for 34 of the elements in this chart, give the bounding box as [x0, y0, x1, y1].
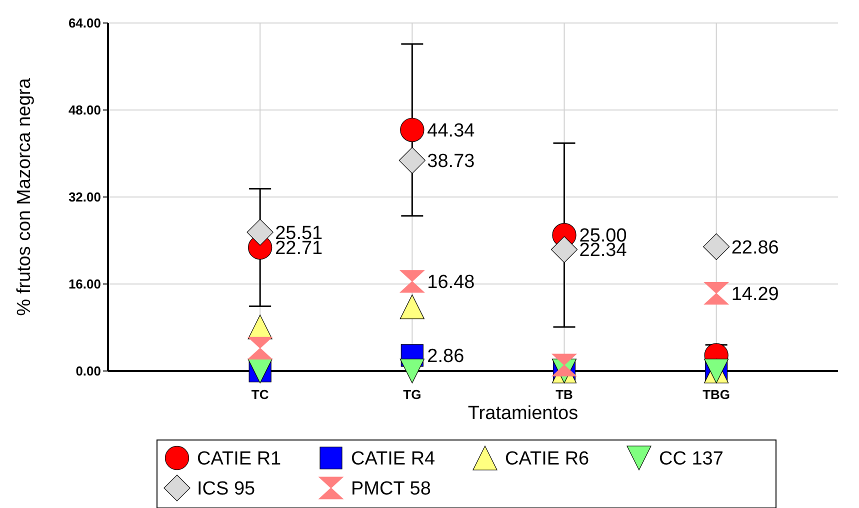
data-label: 14.29	[731, 284, 779, 305]
x-tick-label: TBG	[702, 387, 730, 402]
point	[398, 147, 426, 174]
y-tick-label: 32.00	[68, 190, 101, 205]
point	[703, 233, 730, 260]
point	[248, 336, 272, 360]
y-tick-label: 64.00	[68, 16, 101, 31]
legend-label: CATIE R1	[197, 448, 282, 470]
legend-label: PMCT 58	[351, 478, 431, 500]
legend-label: CATIE R6	[505, 448, 590, 470]
data-label: 44.34	[427, 120, 476, 142]
data-label: 2.86	[427, 346, 464, 368]
point	[400, 118, 424, 142]
data-label: 38.73	[427, 151, 475, 172]
x-axis-title: Tratamientos	[468, 403, 578, 424]
point	[704, 282, 729, 305]
legend-label: ICS 95	[197, 478, 256, 500]
y-tick-label: 16.00	[68, 276, 101, 292]
data-label: 22.86	[731, 237, 779, 258]
point	[550, 236, 578, 263]
data-label: 16.48	[427, 272, 475, 294]
x-tick-label: TG	[403, 387, 422, 402]
point	[400, 358, 424, 384]
legend-label: CATIE R4	[351, 448, 436, 470]
x-tick-label: TB	[556, 387, 573, 402]
point	[246, 218, 274, 246]
point	[552, 354, 577, 376]
y-tick-label: 48.00	[68, 102, 101, 118]
legend-label: CC 137	[659, 448, 724, 470]
x-tick-label: TC	[251, 387, 270, 402]
y-axis-title: % frutos con Mazorca negra	[14, 78, 35, 316]
point	[400, 294, 424, 320]
point	[400, 270, 424, 293]
y-tick-label: 0.00	[76, 364, 101, 379]
